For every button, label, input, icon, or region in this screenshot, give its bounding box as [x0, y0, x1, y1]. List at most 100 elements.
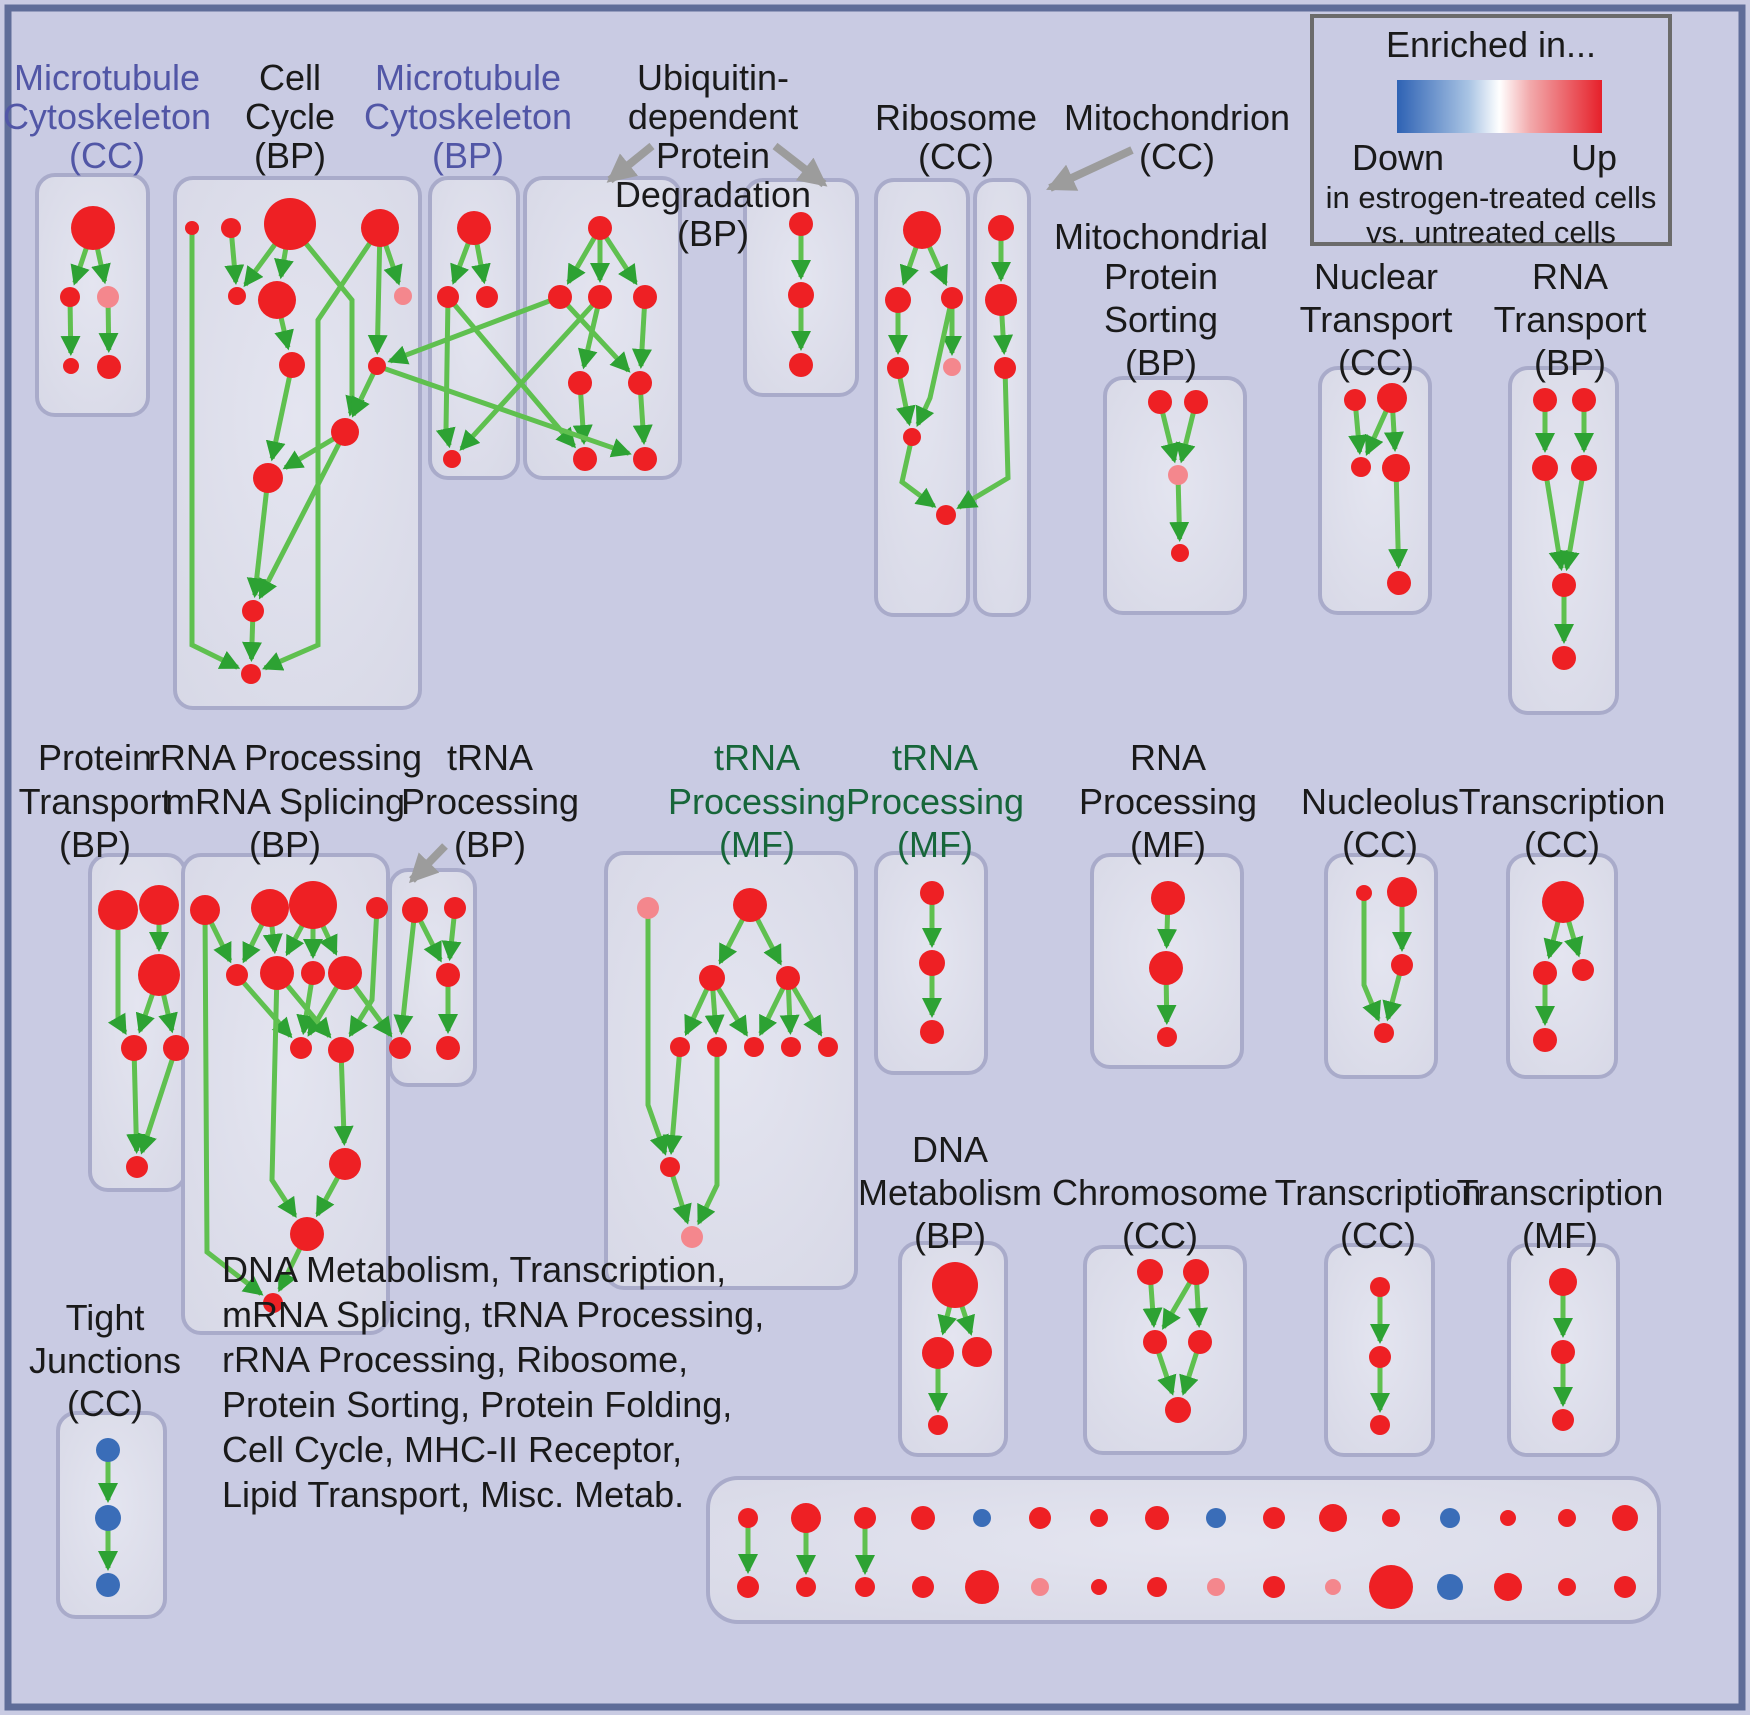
edge-ubiq-L2-Q2 [558, 295, 631, 373]
node-mt_bp-T [457, 211, 491, 245]
node-misc-b2 [796, 1577, 816, 1597]
node-nuclear_transport-N3 [1351, 457, 1371, 477]
node-trna_mf1-gp [681, 1226, 703, 1248]
edge-cell_cycle-c11-c12 [246, 477, 271, 599]
node-rrna-r9 [290, 1037, 312, 1059]
node-rrna-r10 [328, 1037, 354, 1063]
node-transcription_cc2-w3 [1370, 1415, 1390, 1435]
edge-trna_bp-t1-t3 [393, 909, 418, 1036]
cluster-label-rrna: rRNA Processing mRNA Splicing (BP) [148, 737, 422, 865]
legend-down-label: Down [1352, 137, 1444, 178]
node-trna_bp-t4 [436, 1036, 460, 1060]
cluster-label-ubiq: Ubiquitin-dependent Protein Degradation (BP… [615, 57, 811, 254]
node-trna_mf1-g3 [699, 965, 725, 991]
node-ubiq-v2 [788, 282, 814, 308]
figure-outer-border [4, 4, 1746, 1711]
node-transcription_cc1-v2 [1533, 961, 1557, 985]
node-mt_cc-c [97, 286, 119, 308]
annotation-arrow-icon-to-ubiquitin-box-1 [606, 142, 655, 184]
node-ribosome-RZ [936, 505, 956, 525]
edge-mito_sorting-SP-SB [1169, 474, 1190, 543]
edge-protein_transport-P4-PB [126, 1047, 147, 1155]
node-misc-b5 [965, 1570, 999, 1604]
node-rna_transport-T6 [1552, 646, 1576, 670]
edge-ubiq-M2-mt_bp-B [459, 295, 602, 451]
edge-trna_mf1-b1-g10 [662, 1046, 683, 1156]
node-trna_mf1-b3 [744, 1037, 764, 1057]
node-ubiq-L2 [548, 285, 572, 309]
node-misc-b1 [737, 1576, 759, 1598]
node-ribosome-RP [943, 358, 961, 376]
node-chromosome-k5 [1165, 1397, 1191, 1423]
edge-protein_transport-P1-P4 [107, 910, 128, 1035]
node-misc-t11 [1319, 1504, 1347, 1532]
node-cell_cycle-c6 [258, 281, 296, 319]
node-ribosome-RL2 [887, 357, 909, 379]
node-trna_bp-t2 [444, 897, 466, 919]
node-misc-t8 [1145, 1506, 1169, 1530]
node-rna_transport-T3 [1532, 455, 1558, 481]
node-rrna-r8 [328, 956, 362, 990]
node-rna_transport-T1 [1533, 388, 1557, 412]
node-trna_mf1-b5 [818, 1037, 838, 1057]
edge-protein_transport-P5-PB [137, 1047, 179, 1155]
node-trna_mf1-g2 [733, 888, 767, 922]
node-ubiq-B1 [573, 447, 597, 471]
cluster-label-tight_junctions: Tight Junctions (CC) [29, 1297, 181, 1424]
cluster-label-nucleolus: Nucleolus (CC) [1301, 781, 1459, 865]
node-ubiq-T2 [588, 216, 612, 240]
node-misc-t6 [1029, 1507, 1051, 1529]
legend-gradient-bar [1397, 80, 1602, 133]
node-cell_cycle-c9 [368, 357, 386, 375]
node-transcription_mf-x1 [1549, 1268, 1577, 1296]
cluster-label-trna_mf2: tRNA Processing (MF) [846, 737, 1024, 865]
node-nuclear_transport-N1 [1344, 389, 1366, 411]
node-ubiq-R2 [633, 285, 657, 309]
node-misc-t4 [911, 1506, 935, 1530]
node-protein_transport-P5 [163, 1035, 189, 1061]
node-rrna-r13 [263, 1293, 283, 1313]
node-mito_sorting-S2 [1184, 390, 1208, 414]
node-transcription_mf-x2 [1551, 1340, 1575, 1364]
node-misc-b9 [1207, 1578, 1225, 1596]
node-rrna-r2 [251, 889, 289, 927]
node-nuclear_transport-N2 [1377, 383, 1407, 413]
cluster-label-rna_transport: RNA Transport (BP) [1494, 256, 1647, 383]
misc-category-text: DNA Metabolism, Transcription, mRNA Splic… [222, 1249, 764, 1515]
node-mitochondrion-M3 [994, 357, 1016, 379]
legend-subtitle-1: in estrogen-treated cells [1326, 180, 1657, 215]
node-mitochondrion-M2 [985, 284, 1017, 316]
cluster-label-trna_mf1: tRNA Processing (MF) [668, 737, 846, 865]
node-ubiq-v3 [789, 353, 813, 377]
node-cell_cycle-c11 [253, 463, 283, 493]
node-misc-b7 [1091, 1579, 1107, 1595]
node-misc-b6 [1031, 1578, 1049, 1596]
node-cell_cycle-c10 [331, 418, 359, 446]
node-misc-t3 [854, 1507, 876, 1529]
cluster-label-mt_cc: Microtubule Cytoskeleton (CC) [3, 57, 211, 176]
node-cell_cycle-c7 [394, 287, 412, 305]
edge-cell_cycle-c9-ubiq-B2 [376, 363, 632, 458]
node-misc-t12 [1382, 1509, 1400, 1527]
node-tight_junctions-j3 [96, 1573, 120, 1597]
cluster-label-cell_cycle: Cell Cycle (BP) [245, 57, 335, 176]
node-mt_bp-B [443, 450, 461, 468]
node-ribosome-RL [885, 287, 911, 313]
cluster-box-chromosome [1083, 1245, 1247, 1455]
node-nuclear_transport-NB [1387, 571, 1411, 595]
node-misc-b8 [1147, 1577, 1167, 1597]
node-trna_mf2-h3 [920, 1020, 944, 1044]
edge-trna_mf1-b2-gp [696, 1047, 720, 1226]
node-protein_transport-P3 [138, 954, 180, 996]
edge-mitochondrion-M3-ribosome-RZ [956, 367, 1011, 510]
node-cell_cycle-c12 [242, 600, 264, 622]
node-cell_cycle-c4 [361, 209, 399, 247]
node-misc-t7 [1090, 1509, 1108, 1527]
edge-mt_bp-L-ubiq-B1 [446, 295, 576, 449]
node-trna_mf1-b1 [670, 1037, 690, 1057]
node-misc-b13 [1437, 1574, 1463, 1600]
cluster-box-misc [706, 1476, 1661, 1624]
node-cell_cycle-c13 [241, 664, 261, 684]
edge-cell_cycle-c10-c12 [258, 430, 348, 600]
